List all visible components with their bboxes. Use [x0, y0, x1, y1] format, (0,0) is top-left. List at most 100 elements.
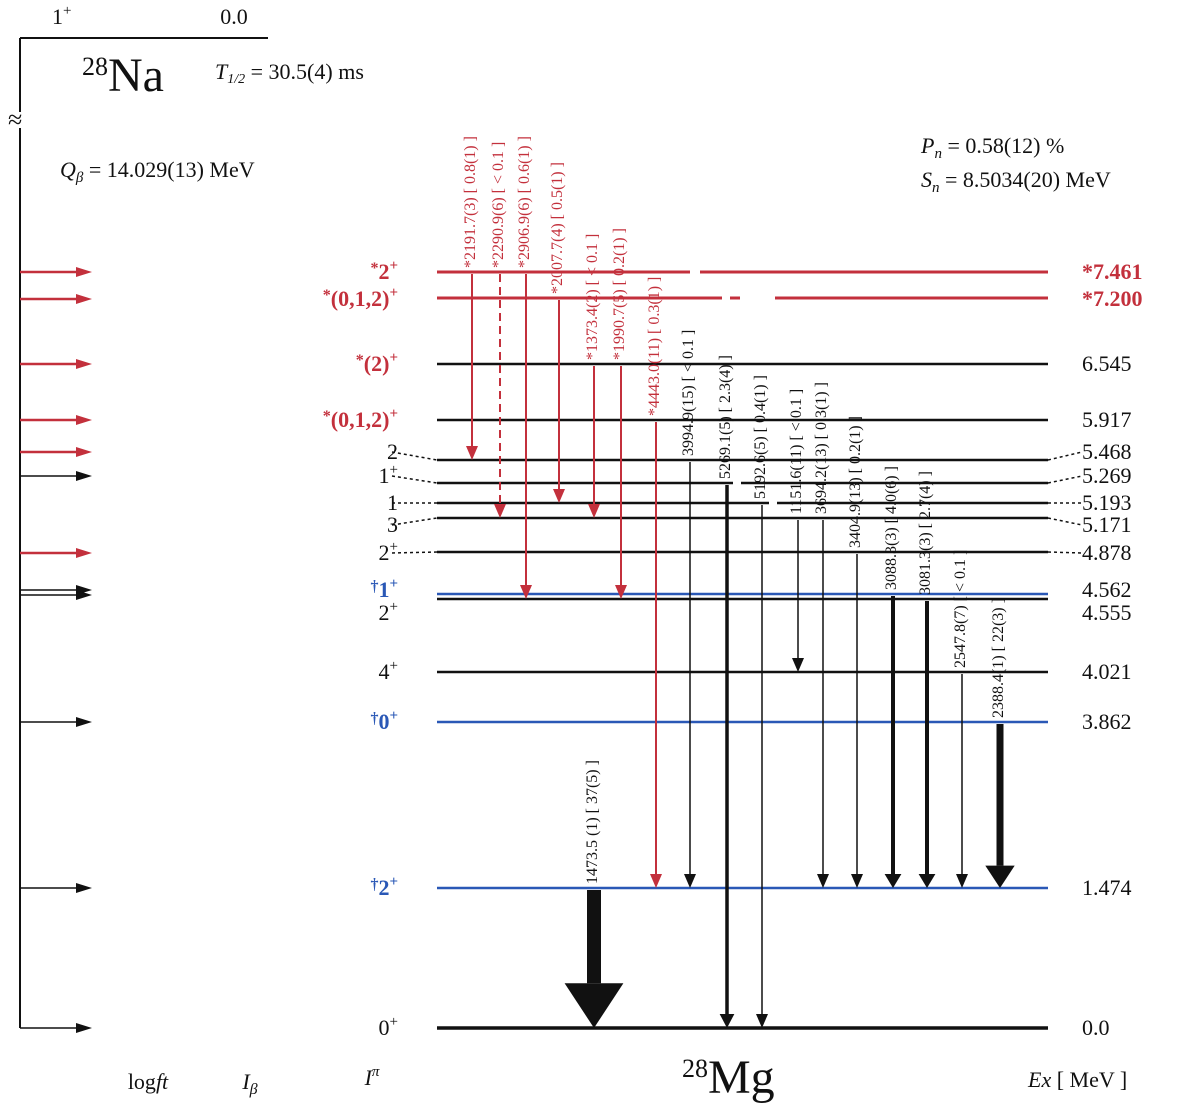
- level-energy-1.474: 1.474: [1082, 875, 1132, 900]
- axis-break-mark: ≈: [8, 105, 23, 134]
- transition-label-5: *1990.7(5) [ 0.2(1) ]: [611, 228, 628, 360]
- daughter-symbol: Mg: [708, 1051, 775, 1104]
- level-spin-parity-7.461: *2+: [370, 258, 398, 284]
- transition-label-12: 3404.9(13) [ 0.2(1) ]: [847, 416, 864, 548]
- transition-label-11: 3694.2(13) [ 0.3(1) ]: [813, 382, 830, 514]
- level-spin-parity-5.468: 2: [387, 439, 398, 464]
- level-energy-6.545: 6.545: [1082, 351, 1132, 376]
- level-spin-parity-5.193: 1: [387, 490, 398, 515]
- transition-label-14: 3081.3(3) [ 2.7(4) ]: [917, 471, 934, 595]
- axis-break-gap: [10, 112, 32, 128]
- transition-arrowhead-6: [650, 874, 662, 888]
- transition-label-3: *2007.7(4) [ 0.5(1) ]: [549, 162, 566, 294]
- transition-arrowhead-2: [520, 585, 532, 599]
- level-spin-parity-4.562: †1+: [370, 576, 398, 602]
- level-energy-7.200: *7.200: [1082, 286, 1143, 311]
- level-energy-5.468: 5.468: [1082, 439, 1132, 464]
- transition-label-2: *2906.9(6) [ 0.6(1) ]: [516, 136, 533, 268]
- level-energy-5.269: 5.269: [1082, 463, 1132, 488]
- level-connector-right-5.468: [1047, 451, 1083, 461]
- transition-label-15: 2547.8(7) [ < 0.1 ]: [952, 549, 969, 668]
- level-spin-parity-7.200: *(0,1,2)+: [322, 285, 398, 311]
- level-spin-parity-6.545: *(2)+: [355, 350, 398, 376]
- parent-mass-number: 28: [82, 52, 108, 81]
- transition-arrowhead-14: [918, 874, 936, 888]
- parent-spin-parity: 1+: [52, 3, 72, 29]
- level-energy-7.461: *7.461: [1082, 259, 1143, 284]
- header-ibeta: Iβ: [242, 1069, 258, 1098]
- transition-arrowhead-17: [564, 983, 624, 1028]
- parent-nucleus-label: 28Na: [82, 52, 164, 100]
- half-life: T1/2 = 30.5(4) ms: [215, 59, 364, 87]
- transition-label-4: *1373.4(2) [ < 0.1 ]: [584, 233, 601, 360]
- feeding-arrowhead-1.474: [76, 883, 92, 893]
- transition-arrowhead-7: [684, 874, 696, 888]
- feeding-arrowhead-4.555: [76, 590, 92, 600]
- level-connector-right-5.269: [1047, 475, 1083, 484]
- level-spin-parity-3.862: †0+: [370, 708, 398, 734]
- feeding-arrowhead-7.200: [76, 294, 92, 304]
- transition-arrowhead-12: [851, 874, 863, 888]
- level-spin-parity-5.917: *(0,1,2)+: [322, 406, 398, 432]
- neutron-emission-probability: Pn = 0.58(12) %: [921, 133, 1065, 162]
- level-connector-left-5.468: [391, 451, 438, 461]
- level-spin-parity-0.0: 0+: [378, 1014, 398, 1040]
- transition-label-6: *4443.0(11) [ 0.3(1) ]: [646, 276, 663, 416]
- neutron-separation-energy: Sn = 8.5034(20) MeV: [921, 167, 1111, 196]
- level-spin-parity-5.171: 3: [387, 512, 398, 537]
- level-spin-parity-4.878: 2+: [378, 539, 398, 565]
- q-value: Qβ = 14.029(13) MeV: [60, 157, 255, 186]
- level-connector-left-5.171: [391, 517, 438, 526]
- transition-arrowhead-4: [588, 504, 600, 518]
- transition-arrowhead-0: [466, 446, 478, 460]
- parent-symbol: Na: [108, 49, 164, 102]
- level-energy-3.862: 3.862: [1082, 709, 1132, 734]
- header-logft: logft: [127, 1069, 169, 1094]
- feeding-arrowhead-0.0: [76, 1023, 92, 1033]
- transition-arrowhead-11: [817, 874, 829, 888]
- feeding-arrowhead-5.269: [76, 471, 92, 481]
- level-energy-5.193: 5.193: [1082, 490, 1132, 515]
- level-connector-left-5.269: [391, 475, 438, 484]
- header-excitation-energy: Ex [ MeV ]: [1028, 1067, 1128, 1092]
- transition-arrowhead-10: [792, 658, 804, 672]
- level-energy-5.171: 5.171: [1082, 512, 1132, 537]
- transition-label-0: *2191.7(3) [ 0.8(1) ]: [462, 136, 479, 268]
- transition-arrowhead-9: [756, 1014, 768, 1028]
- level-energy-4.555: 4.555: [1082, 600, 1132, 625]
- level-spin-parity-4.021: 4+: [378, 658, 398, 684]
- level-spin-parity-5.269: 1+: [378, 462, 398, 488]
- transition-label-17: 1473.5 (1) [ 37(5) ]: [584, 760, 601, 884]
- transition-label-7: 3994.9(15) [ < 0.1 ]: [680, 329, 697, 456]
- level-connector-left-4.878: [391, 551, 438, 554]
- transition-arrowhead-8: [719, 1014, 735, 1028]
- parent-energy: 0.0: [220, 4, 248, 29]
- feeding-arrowhead-4.878: [76, 548, 92, 558]
- transition-label-1: *2290.9(6) [ < 0.1 ]: [490, 141, 507, 268]
- transition-arrowhead-1: [494, 504, 506, 518]
- transition-label-16: 2388.4(1) [ 22(3) ]: [990, 598, 1007, 718]
- transition-arrowhead-16: [985, 865, 1015, 888]
- feeding-arrowhead-7.461: [76, 267, 92, 277]
- daughter-nucleus-label: 28Mg: [682, 1054, 775, 1102]
- level-energy-4.562: 4.562: [1082, 577, 1132, 602]
- transition-arrowhead-3: [553, 489, 565, 503]
- daughter-mass-number: 28: [682, 1054, 708, 1083]
- level-energy-4.878: 4.878: [1082, 540, 1132, 565]
- transition-arrowhead-15: [956, 874, 968, 888]
- level-energy-0.0: 0.0: [1082, 1015, 1110, 1040]
- feeding-arrowhead-5.468: [76, 447, 92, 457]
- transition-label-9: 5192.6(5) [ 0.4(1) ]: [752, 375, 769, 499]
- level-spin-parity-4.555: 2+: [378, 599, 398, 625]
- transition-label-13: 3088.3(3) [ 4.0(6) ]: [883, 466, 900, 590]
- header-spin-parity: Iπ: [364, 1064, 380, 1090]
- transition-arrowhead-5: [615, 585, 627, 599]
- level-connector-right-5.171: [1047, 517, 1083, 526]
- level-spin-parity-1.474: †2+: [370, 874, 398, 900]
- transition-arrowhead-13: [884, 874, 902, 888]
- feeding-arrowhead-5.917: [76, 415, 92, 425]
- feeding-arrowhead-6.545: [76, 359, 92, 369]
- transition-label-8: 5269.1(5) [ 2.3(4) ]: [717, 355, 734, 479]
- transition-label-10: 1151.6(11) [ < 0.1 ]: [788, 388, 805, 514]
- feeding-arrowhead-3.862: [76, 717, 92, 727]
